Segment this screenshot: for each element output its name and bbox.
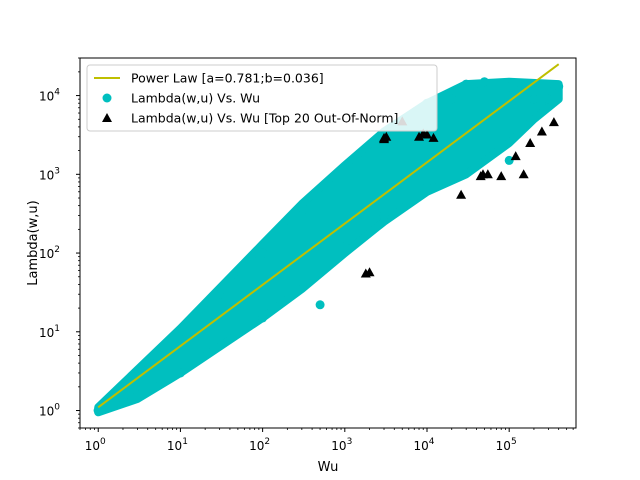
- scatter-point: [479, 77, 489, 87]
- scatter-point: [554, 82, 564, 92]
- outlier-point: [364, 267, 375, 277]
- legend: Power Law [a=0.781;b=0.036] Lambda(w,u) V…: [86, 64, 438, 132]
- outlier-point: [379, 134, 390, 144]
- scatter-point: [543, 94, 553, 104]
- y-tick-label: 103: [39, 166, 60, 182]
- legend-box: [86, 64, 438, 132]
- outlier-point: [418, 128, 429, 138]
- outlier-point: [536, 126, 547, 136]
- x-tick-label: 100: [85, 437, 106, 453]
- x-tick-label: 104: [413, 437, 434, 453]
- outlier-point: [482, 169, 493, 179]
- scatter-point: [529, 94, 539, 104]
- scatter-point: [504, 155, 514, 165]
- scatter-point: [340, 242, 350, 252]
- scatter-point: [461, 79, 471, 89]
- scatter-point: [379, 211, 389, 220]
- x-tick-label: 105: [496, 437, 517, 453]
- scatter-point: [175, 327, 185, 337]
- x-tick-label: 101: [167, 437, 188, 453]
- scatter-point: [422, 177, 432, 187]
- scatter-point: [315, 300, 325, 310]
- power-law-line-layer: [97, 63, 560, 409]
- x-tick-label: 103: [331, 437, 352, 453]
- outlier-point: [518, 169, 529, 179]
- scatter-point: [215, 289, 225, 299]
- x-axis-label: Wu: [318, 460, 339, 475]
- scatter-cloud-band: [94, 77, 563, 417]
- legend-label: Lambda(w,u) Vs. Wu [Top 20 Out-Of-Norm]: [131, 111, 398, 126]
- outlier-point: [510, 151, 521, 161]
- scatter-point: [258, 248, 268, 258]
- scatter-point: [93, 406, 103, 415]
- y-tick-label: 101: [39, 324, 60, 340]
- scatter-point: [175, 368, 185, 378]
- y-tick-label: 102: [39, 245, 60, 261]
- scatter-cloud: [93, 77, 564, 417]
- legend-circle-swatch: [102, 93, 112, 103]
- power-law-line: [97, 63, 560, 409]
- scatter-point: [118, 382, 128, 392]
- scatter-point: [118, 394, 128, 404]
- legend-triangle-swatch: [102, 113, 112, 122]
- scatter-point: [143, 358, 153, 368]
- scatter-point: [447, 94, 457, 104]
- legend-label: Lambda(w,u) Vs. Wu: [131, 91, 260, 106]
- scatter-point: [132, 390, 142, 399]
- outlier-point: [525, 137, 536, 147]
- scatter-point: [258, 313, 268, 323]
- scatter-point: [297, 211, 307, 220]
- y-tick-label: 100: [39, 403, 60, 419]
- outlier-point: [496, 171, 507, 181]
- scatter-point: [340, 169, 350, 179]
- plot-frame: [79, 57, 577, 429]
- outlier-point: [428, 132, 439, 142]
- y-tick-label: 104: [39, 88, 60, 104]
- y-axis-label: Lambda(w,u): [26, 200, 41, 286]
- axes: 100 101 102 103 104 105 100 101 102 103 104: [39, 57, 574, 453]
- outlier-point: [456, 189, 467, 199]
- legend-label: Power Law [a=0.781;b=0.036]: [131, 71, 324, 86]
- x-tick-label: 102: [249, 437, 270, 453]
- scatter-point: [504, 82, 514, 92]
- outlier-point: [548, 117, 559, 127]
- scatter-point: [151, 382, 161, 392]
